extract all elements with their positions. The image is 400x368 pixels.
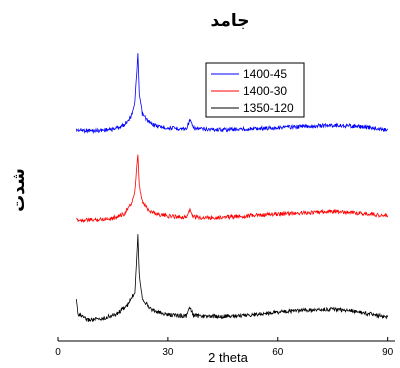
x-tick-label: 30 — [162, 347, 174, 358]
legend-label: 1350-120 — [243, 101, 294, 115]
x-axis-ticks: 0 30 60 90 — [55, 337, 394, 358]
legend: 1400-45 1400-30 1350-120 — [205, 62, 305, 118]
series-line-1400-45 — [75, 53, 389, 135]
x-axis-label: 2 theta — [208, 350, 249, 365]
chart-title: جامد — [211, 11, 250, 31]
legend-label: 1400-30 — [243, 84, 287, 98]
y-axis-label: شدت — [9, 168, 29, 212]
legend-label: 1400-45 — [243, 67, 287, 81]
series-line-1400-30 — [76, 154, 389, 224]
x-tick-label: 60 — [272, 347, 284, 358]
x-tick-label: 0 — [55, 347, 61, 358]
series-group — [75, 53, 389, 323]
series-line-1350-120 — [75, 234, 389, 323]
x-tick-label: 90 — [382, 347, 394, 358]
